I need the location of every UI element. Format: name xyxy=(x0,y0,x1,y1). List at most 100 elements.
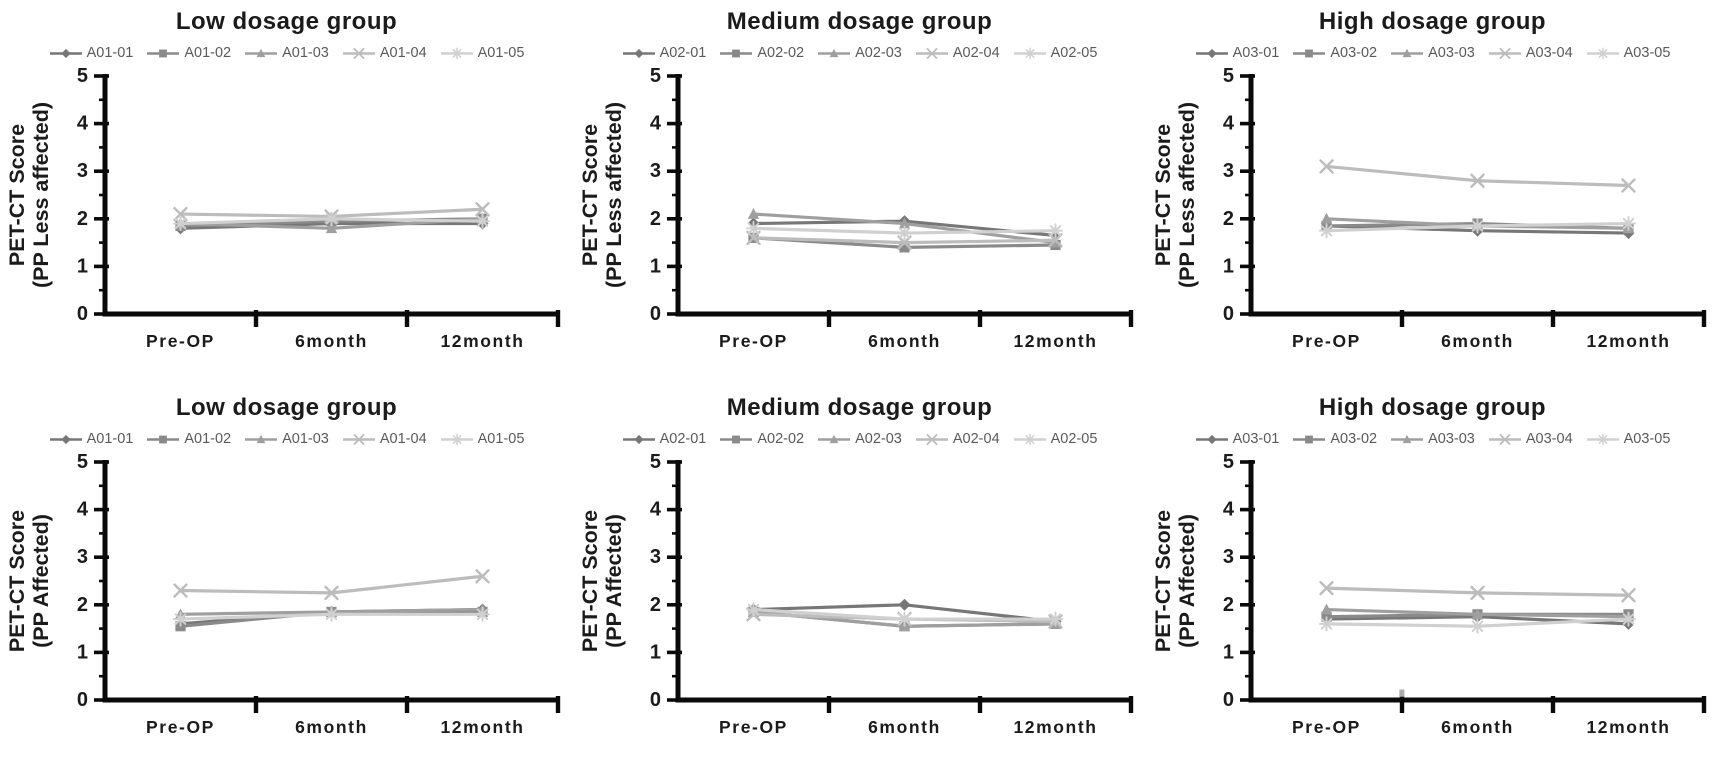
legend-item: A03-01 xyxy=(1195,45,1279,61)
legend-item: A02-04 xyxy=(915,431,1000,447)
svg-text:4: 4 xyxy=(1223,499,1235,521)
series-A01-05 xyxy=(173,211,490,232)
y-axis-title: PET-CT Score (PP Affected) xyxy=(5,510,53,652)
x-tick-label: 6month xyxy=(295,717,368,737)
x-axis: Pre-OP 6month 12month xyxy=(102,696,561,737)
svg-text:PET-CT Score: PET-CT Score xyxy=(1151,124,1175,266)
legend-item: A03-05 xyxy=(1586,431,1670,447)
x-axis: Pre-OP 6month 12month xyxy=(675,696,1134,737)
legend-series-label: A01-05 xyxy=(477,45,525,61)
legend-marker xyxy=(342,47,375,59)
marker-x-icon xyxy=(1499,47,1511,59)
x-tick-label: 6month xyxy=(868,331,941,351)
svg-text:2: 2 xyxy=(77,594,88,616)
legend-series-label: A02-04 xyxy=(952,45,1000,61)
svg-text:3: 3 xyxy=(650,546,661,568)
legend-series-label: A03-02 xyxy=(1330,45,1378,61)
x-tick-label: 12month xyxy=(440,331,524,351)
legend-item: A01-01 xyxy=(49,431,134,447)
chart-medium-dosage-less-affected: Medium dosage group A02-01 A02-02 A02-03 A0… xyxy=(573,0,1146,386)
legend-series-label: A01-02 xyxy=(184,431,232,447)
chart-high-dosage-affected: High dosage group A03-01 A03-02 A03-03 A03-… xyxy=(1146,386,1719,773)
y-axis: 0 1 2 3 4 5 xyxy=(650,451,682,711)
legend-marker xyxy=(1195,48,1228,58)
legend-series-label: A01-02 xyxy=(184,45,232,61)
marker-x-icon xyxy=(353,433,365,445)
legend-series-label: A01-01 xyxy=(86,431,134,447)
legend-series-label: A02-05 xyxy=(1050,431,1098,447)
legend-item: A02-03 xyxy=(817,45,902,61)
y-axis-title: PET-CT Score (PP Less affected) xyxy=(5,102,53,288)
legend-item: A03-03 xyxy=(1390,431,1475,447)
legend-marker xyxy=(440,47,473,59)
legend-item: A02-04 xyxy=(915,45,1000,61)
svg-text:4: 4 xyxy=(650,499,662,521)
marker-triangle-icon xyxy=(1320,212,1333,224)
y-axis: 0 1 2 3 4 5 xyxy=(650,65,682,325)
svg-text:PET-CT Score: PET-CT Score xyxy=(5,510,29,652)
marker-triangle-icon xyxy=(1320,603,1333,615)
legend-item: A02-02 xyxy=(719,431,804,447)
marker-square-icon xyxy=(1305,435,1314,443)
legend-series-label: A02-02 xyxy=(757,431,805,447)
marker-x-icon xyxy=(324,585,339,601)
svg-text:1: 1 xyxy=(1223,641,1234,663)
marker-square-icon xyxy=(1305,49,1314,57)
legend-marker xyxy=(1013,433,1046,445)
legend-item: A02-05 xyxy=(1013,45,1097,61)
legend-series-label: A03-05 xyxy=(1623,45,1671,61)
chart-low-dosage-affected: Low dosage group A01-01 A01-02 A01-03 A01-0… xyxy=(0,386,573,773)
chart-low-dosage-less-affected: Low dosage group A01-01 A01-02 A01-03 A01-0… xyxy=(0,0,573,386)
marker-x-icon xyxy=(1499,433,1511,445)
line-plot: PET-CT Score (PP Less affected) 0 1 2 3 4 5 Pre-… xyxy=(0,62,573,372)
marker-asterisk-icon xyxy=(1596,47,1609,59)
marker-asterisk-icon xyxy=(1596,433,1609,445)
x-tick-label: 12month xyxy=(1013,331,1097,351)
legend-item: A03-02 xyxy=(1292,431,1377,447)
marker-square-icon xyxy=(159,435,168,443)
marker-asterisk-icon xyxy=(1621,216,1636,232)
series-A02-04 xyxy=(746,230,1063,250)
legend-series-label: A01-03 xyxy=(282,431,329,447)
svg-text:(PP Less affected): (PP Less affected) xyxy=(29,102,53,288)
svg-text:5: 5 xyxy=(77,65,88,87)
svg-text:0: 0 xyxy=(77,689,88,711)
legend-item: A01-04 xyxy=(342,45,427,61)
legend-marker xyxy=(1488,433,1521,445)
plot-svg: PET-CT Score (PP Less affected) 0 1 2 3 4 5 Pre-… xyxy=(578,65,1134,351)
marker-asterisk-icon xyxy=(1319,223,1334,239)
x-tick-label: Pre-OP xyxy=(719,717,788,737)
x-tick-label: 12month xyxy=(1013,717,1097,737)
legend-item: A03-04 xyxy=(1488,431,1573,447)
y-axis-title: PET-CT Score (PP Less affected) xyxy=(1151,102,1199,288)
svg-text:2: 2 xyxy=(650,208,661,230)
marker-asterisk-icon xyxy=(897,225,912,241)
svg-text:0: 0 xyxy=(650,689,661,711)
legend-marker xyxy=(915,47,948,59)
marker-diamond-icon xyxy=(1206,434,1217,444)
legend-series-label: A01-05 xyxy=(477,431,525,447)
marker-asterisk-icon xyxy=(1023,47,1036,59)
legend-item: A01-03 xyxy=(244,45,329,61)
legend-series-label: A02-01 xyxy=(659,431,707,447)
marker-diamond-icon xyxy=(60,48,71,58)
x-axis: Pre-OP 6month 12month xyxy=(102,310,561,351)
marker-x-icon xyxy=(1319,159,1334,174)
y-axis-title: PET-CT Score (PP Less affected) xyxy=(578,102,626,288)
marker-asterisk-icon xyxy=(1023,433,1036,445)
chart-legend: A02-01 A02-02 A02-03 A02-04 A02-05 xyxy=(622,45,1097,61)
y-axis-title: PET-CT Score (PP Affected) xyxy=(578,510,626,652)
marker-x-icon xyxy=(1048,233,1063,248)
marker-square-icon xyxy=(159,49,168,57)
legend-series-label: A02-02 xyxy=(757,45,805,61)
svg-text:PET-CT Score: PET-CT Score xyxy=(578,124,602,266)
svg-text:3: 3 xyxy=(650,160,661,182)
svg-text:0: 0 xyxy=(650,303,661,325)
x-tick-label: 12month xyxy=(1586,717,1670,737)
legend-series-label: A03-03 xyxy=(1428,45,1475,61)
y-axis-title: PET-CT Score (PP Affected) xyxy=(1151,510,1199,652)
svg-text:PET-CT Score: PET-CT Score xyxy=(5,124,29,266)
svg-text:0: 0 xyxy=(77,303,88,325)
marker-diamond-icon xyxy=(60,434,71,444)
